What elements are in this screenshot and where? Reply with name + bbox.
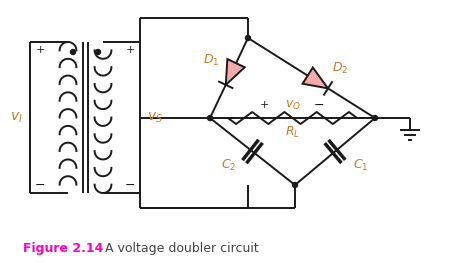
Text: $D_2$: $D_2$ bbox=[332, 60, 348, 75]
Circle shape bbox=[95, 49, 100, 54]
Text: +: + bbox=[35, 45, 45, 55]
Text: Figure 2.14: Figure 2.14 bbox=[23, 242, 104, 255]
Circle shape bbox=[292, 183, 298, 188]
Text: +: + bbox=[260, 100, 269, 110]
Text: $R_L$: $R_L$ bbox=[285, 124, 300, 140]
Text: +: + bbox=[125, 45, 135, 55]
Text: −: − bbox=[35, 179, 45, 191]
Text: −: − bbox=[125, 179, 135, 191]
Text: $v_I$: $v_I$ bbox=[10, 111, 22, 125]
Circle shape bbox=[71, 49, 75, 54]
Text: $D_1$: $D_1$ bbox=[203, 52, 219, 68]
Text: A voltage doubler circuit: A voltage doubler circuit bbox=[105, 242, 259, 255]
Text: $C_2$: $C_2$ bbox=[221, 158, 236, 173]
Circle shape bbox=[207, 115, 213, 120]
Polygon shape bbox=[226, 59, 245, 85]
Text: $v_S$: $v_S$ bbox=[147, 111, 163, 125]
Polygon shape bbox=[303, 68, 328, 88]
Circle shape bbox=[372, 115, 378, 120]
Text: −: − bbox=[313, 99, 324, 112]
Circle shape bbox=[246, 36, 251, 41]
Text: $v_O$: $v_O$ bbox=[285, 98, 300, 112]
Text: $C_1$: $C_1$ bbox=[353, 158, 369, 173]
